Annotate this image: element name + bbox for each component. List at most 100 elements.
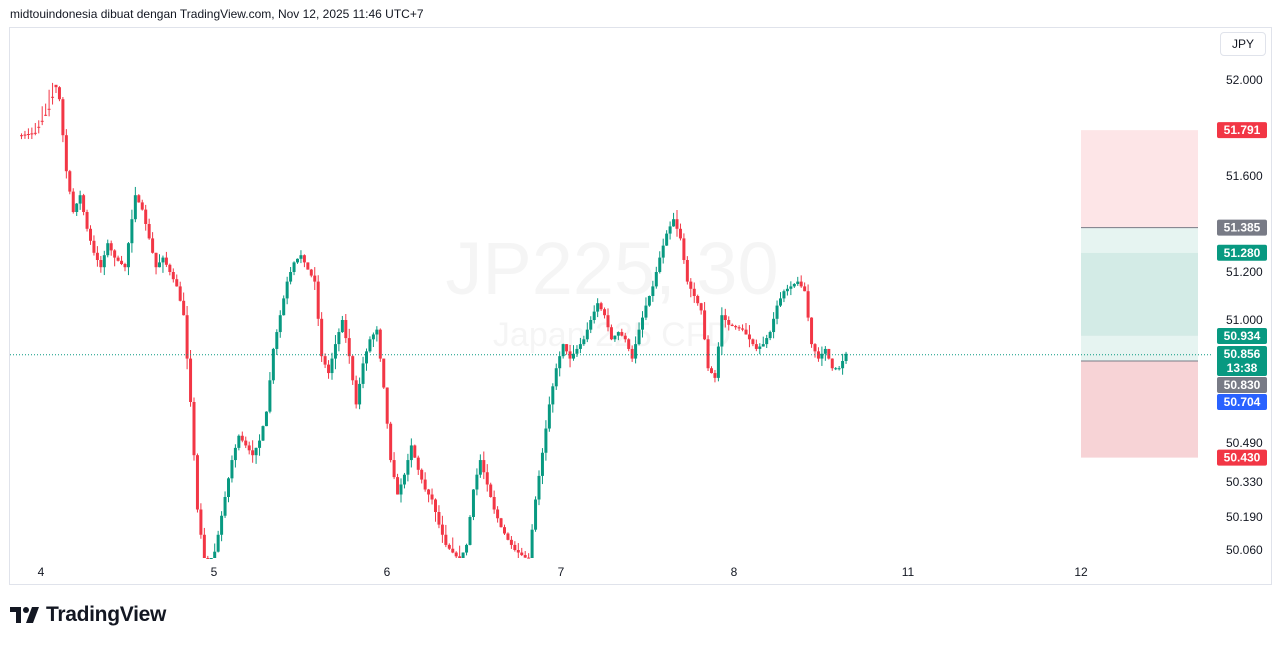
candle: [516, 543, 520, 558]
candle: [637, 322, 641, 346]
candle: [471, 489, 475, 521]
time-axis[interactable]: 4 5 6 7 8 11 12: [38, 565, 1088, 579]
candle: [330, 352, 334, 380]
candle-body: [92, 240, 96, 253]
candle-body: [841, 361, 845, 369]
price-badge-label: 50.704: [1224, 395, 1261, 409]
target-zone-upper[interactable]: [1081, 227, 1198, 253]
candle: [278, 310, 282, 338]
candle-body: [247, 445, 251, 451]
candle-body: [61, 99, 65, 136]
candle-body: [668, 226, 672, 234]
candle: [206, 555, 210, 559]
candle-body: [616, 332, 620, 336]
candle: [823, 346, 827, 361]
candle: [175, 274, 179, 287]
watermark-symbol: JP225, 30: [445, 227, 778, 310]
candle: [747, 325, 751, 348]
tradingview-logo[interactable]: TradingView: [10, 603, 166, 627]
candle-body: [678, 228, 682, 239]
candle-body: [689, 281, 693, 289]
candle-body: [489, 484, 493, 497]
candle-body: [779, 298, 782, 306]
candle-body: [703, 310, 707, 340]
candle-body: [540, 452, 544, 476]
candle: [789, 281, 793, 296]
target-zone-lower[interactable]: [1081, 335, 1198, 361]
stop-zone-upper[interactable]: [1081, 130, 1198, 228]
tradingview-logo-icon: [10, 607, 39, 623]
candle: [647, 295, 651, 307]
candle-body: [316, 281, 320, 319]
candle: [509, 536, 513, 549]
candle: [213, 543, 217, 558]
candle-body: [592, 311, 596, 320]
candle: [713, 370, 717, 383]
candle: [409, 438, 413, 468]
price-badge-bg: [1217, 122, 1267, 139]
candle: [275, 329, 279, 356]
stop-zone-lower[interactable]: [1081, 361, 1198, 458]
candle-body: [168, 264, 172, 272]
candle-body: [699, 303, 703, 311]
candle: [699, 302, 703, 315]
candle: [313, 267, 317, 290]
candle-body: [761, 344, 765, 347]
candle-body: [630, 348, 634, 359]
candle: [54, 84, 58, 94]
candle-body: [730, 324, 734, 327]
price-badge: 51.385: [1217, 219, 1267, 236]
candle-body: [734, 326, 738, 328]
candle: [254, 447, 258, 464]
position-tool[interactable]: [1081, 130, 1198, 458]
candle-body: [368, 339, 372, 352]
candle-body: [647, 296, 651, 306]
candle-body: [209, 558, 213, 559]
candle: [489, 482, 493, 498]
candle-body: [434, 499, 437, 512]
candle: [168, 263, 172, 276]
candle-body: [530, 529, 534, 558]
candle-body: [803, 286, 807, 292]
candle: [26, 128, 30, 140]
candle: [309, 268, 313, 278]
candle-body: [554, 368, 558, 387]
candle-body: [327, 364, 331, 374]
candle: [834, 367, 838, 371]
price-axis[interactable]: 52.000 51.600 51.200 51.000 50.490 50.330 50.1…: [1226, 73, 1263, 557]
candle: [106, 239, 110, 258]
candle-body: [492, 497, 496, 510]
candle-body: [130, 219, 134, 244]
candle: [164, 251, 168, 268]
candle: [678, 223, 682, 241]
candle-body: [75, 203, 79, 212]
candle-body: [23, 134, 27, 136]
candle-body: [154, 252, 158, 268]
candle: [337, 328, 341, 352]
price-badge-label: 51.385: [1224, 221, 1261, 235]
candle-body: [171, 272, 175, 280]
candle-body: [420, 469, 424, 480]
candle: [264, 411, 268, 427]
candle-body: [444, 534, 448, 545]
candle-body: [792, 284, 796, 287]
candle: [551, 383, 555, 413]
candle-body: [375, 329, 379, 335]
price-badge-label: 50.430: [1224, 451, 1261, 465]
candle: [427, 488, 431, 503]
candle-body: [230, 460, 234, 479]
target-zone-main[interactable]: [1081, 252, 1198, 336]
candle: [199, 503, 203, 539]
currency-button[interactable]: JPY: [1220, 32, 1266, 56]
candle-body: [551, 386, 555, 405]
candle-body: [565, 344, 569, 352]
candle: [434, 498, 437, 522]
time-tick-label: 7: [558, 565, 565, 579]
candle-body: [506, 533, 510, 540]
candle: [89, 225, 92, 245]
time-tick-label: 11: [902, 565, 915, 579]
candle-body: [547, 404, 551, 429]
candle: [782, 289, 786, 303]
